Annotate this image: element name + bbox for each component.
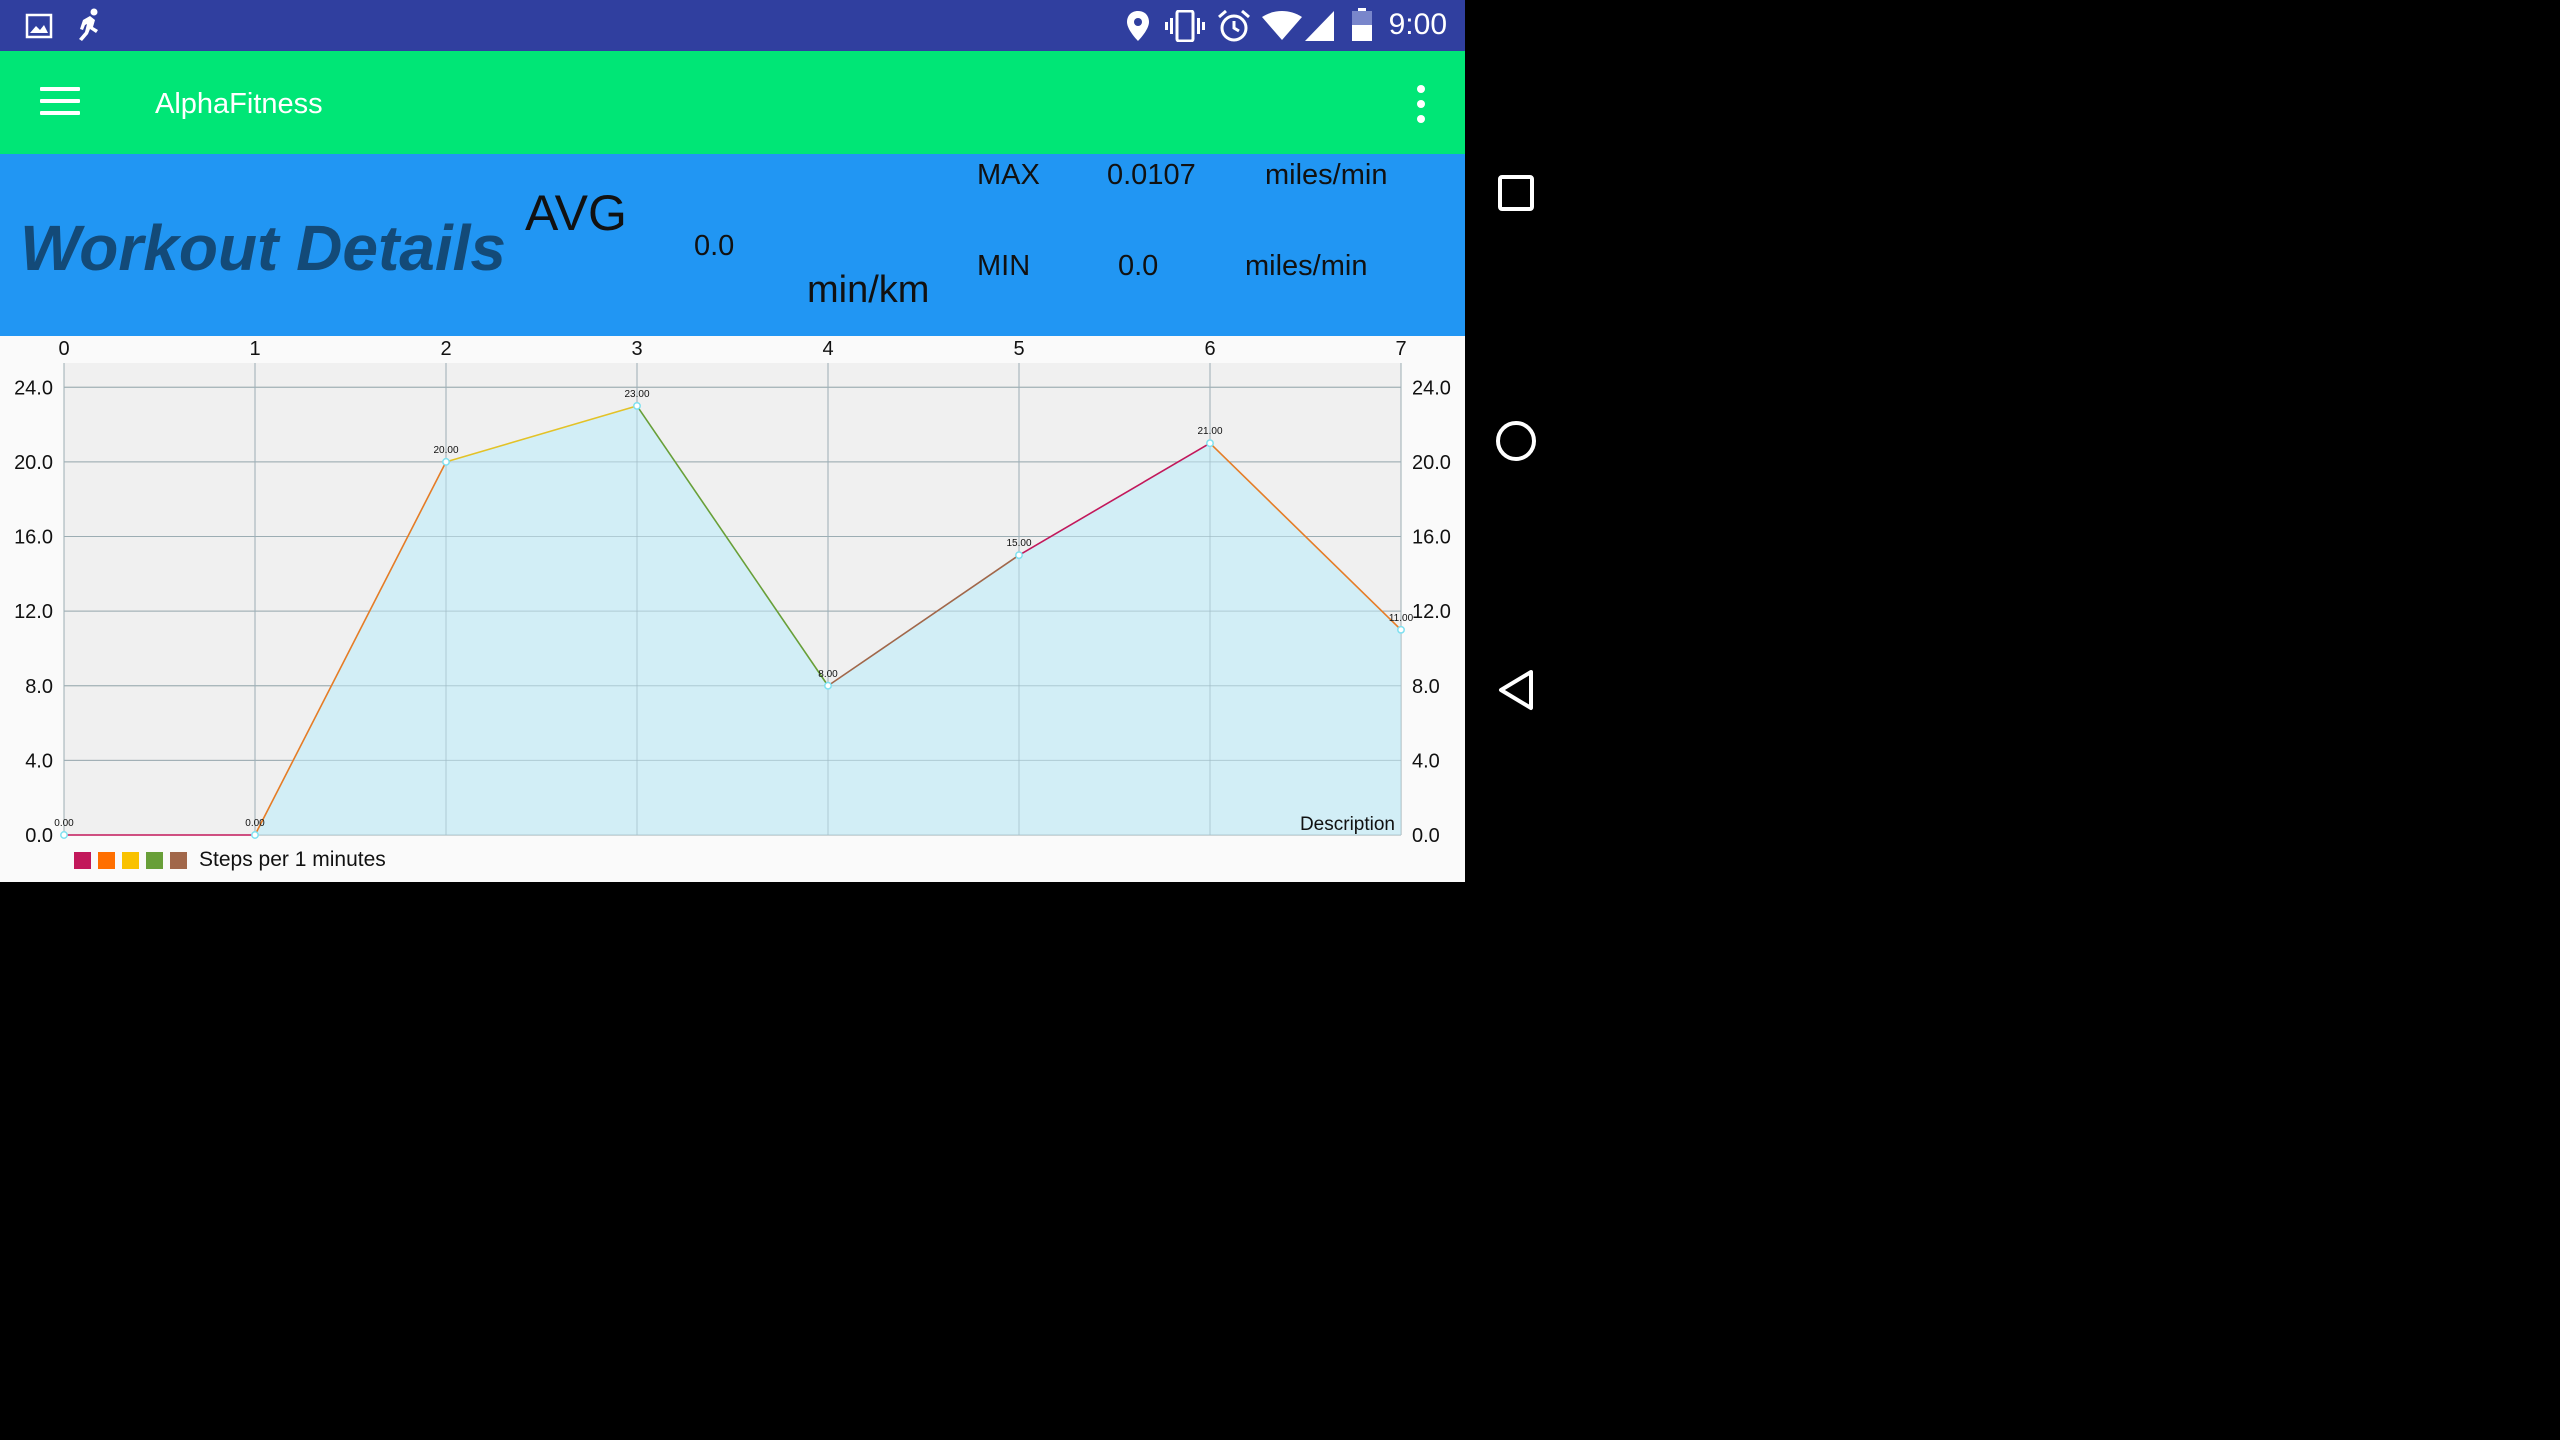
status-time: 9:00 bbox=[1388, 8, 1447, 41]
data-value-label: 0.00 bbox=[54, 818, 74, 829]
legend-swatch bbox=[98, 851, 115, 869]
alarm-icon bbox=[1217, 9, 1251, 48]
data-value-label: 20.00 bbox=[433, 445, 458, 456]
x-tick-label: 3 bbox=[631, 338, 642, 360]
series-line-segment bbox=[827, 554, 1020, 687]
data-value-label: 21.00 bbox=[1197, 426, 1222, 437]
more-vert-icon[interactable] bbox=[1413, 85, 1427, 125]
data-point bbox=[633, 401, 641, 410]
data-point bbox=[824, 681, 832, 690]
data-point bbox=[251, 831, 259, 839]
y-tick-label-right: 0.0 bbox=[1412, 825, 1440, 847]
y-tick-label-left: 20.0 bbox=[14, 452, 53, 474]
data-point bbox=[1206, 439, 1214, 448]
image-icon bbox=[25, 13, 53, 44]
running-icon bbox=[74, 8, 104, 47]
data-value-label: 15.00 bbox=[1006, 538, 1031, 549]
avg-label: AVG bbox=[525, 185, 627, 241]
series-line-segment bbox=[254, 461, 447, 836]
back-icon[interactable] bbox=[1497, 669, 1535, 716]
app-title: AlphaFitness bbox=[155, 88, 323, 120]
app-bar: AlphaFitness bbox=[0, 51, 1465, 154]
y-tick-label-right: 12.0 bbox=[1412, 601, 1451, 623]
y-tick-label-left: 24.0 bbox=[14, 377, 53, 399]
data-point bbox=[60, 831, 68, 839]
min-value: 0.0 bbox=[1118, 250, 1159, 282]
data-value-label: 11.00 bbox=[1389, 613, 1414, 624]
navigation-bar bbox=[1465, 0, 1568, 882]
x-tick-label: 1 bbox=[249, 338, 260, 360]
max-unit: miles/min bbox=[1265, 159, 1388, 191]
location-icon bbox=[1126, 10, 1150, 47]
y-tick-label-right: 16.0 bbox=[1412, 527, 1451, 549]
y-tick-label-right: 20.0 bbox=[1412, 452, 1451, 474]
min-label: MIN bbox=[977, 250, 1031, 282]
legend-swatch bbox=[170, 851, 187, 869]
x-tick-label: 0 bbox=[58, 338, 69, 360]
legend-swatch bbox=[122, 851, 139, 869]
series-line-segment bbox=[445, 405, 638, 463]
x-tick-label: 4 bbox=[822, 338, 833, 360]
workout-details-title: Workout Details bbox=[20, 212, 506, 284]
battery-icon bbox=[1351, 8, 1373, 47]
x-tick-label: 6 bbox=[1204, 338, 1215, 360]
y-tick-label-left: 4.0 bbox=[25, 750, 53, 772]
data-point bbox=[1397, 625, 1405, 634]
x-tick-label: 2 bbox=[440, 338, 451, 360]
legend-swatch bbox=[146, 851, 163, 869]
y-tick-label-left: 0.0 bbox=[25, 825, 53, 847]
home-icon[interactable] bbox=[1495, 420, 1537, 467]
legend-swatches bbox=[74, 851, 194, 869]
recent-apps-icon[interactable] bbox=[1497, 174, 1535, 217]
y-tick-label-right: 8.0 bbox=[1412, 676, 1440, 698]
wifi-icon bbox=[1262, 11, 1302, 46]
series-line-segment bbox=[636, 405, 829, 687]
data-value-label: 8.00 bbox=[818, 669, 838, 680]
max-label: MAX bbox=[977, 159, 1040, 191]
data-point bbox=[1015, 551, 1023, 560]
hamburger-menu-icon[interactable] bbox=[38, 86, 82, 120]
steps-chart[interactable]: 0.00 0.00 20.00 23.00 8.00 15.00 21.00 11.00 0 1 2… bbox=[0, 336, 1465, 882]
workout-details-panel: Workout Details AVG 0.0 min/km MAX 0.010… bbox=[0, 154, 1465, 336]
data-point bbox=[442, 457, 450, 466]
y-tick-label-left: 8.0 bbox=[25, 676, 53, 698]
chart-legend: Steps per 1 minutes bbox=[74, 848, 386, 872]
x-tick-label: 5 bbox=[1013, 338, 1024, 360]
chart-description: Description bbox=[1300, 814, 1395, 835]
series-line-segment bbox=[1018, 442, 1211, 556]
x-tick-label: 7 bbox=[1395, 338, 1406, 360]
status-bar: 9:00 bbox=[0, 0, 1465, 51]
y-tick-label-left: 16.0 bbox=[14, 527, 53, 549]
min-unit: miles/min bbox=[1245, 250, 1368, 282]
data-value-label: 0.00 bbox=[245, 818, 265, 829]
series-line-segment bbox=[1209, 442, 1402, 631]
signal-icon bbox=[1305, 10, 1335, 47]
avg-unit: min/km bbox=[807, 269, 930, 311]
vibrate-icon bbox=[1165, 9, 1205, 47]
legend-swatch bbox=[74, 851, 91, 869]
data-value-label: 23.00 bbox=[624, 389, 649, 400]
series-area bbox=[64, 405, 1401, 835]
avg-value: 0.0 bbox=[694, 230, 735, 262]
legend-label: Steps per 1 minutes bbox=[199, 848, 386, 871]
max-value: 0.0107 bbox=[1107, 159, 1196, 191]
y-tick-label-right: 24.0 bbox=[1412, 377, 1451, 399]
y-tick-label-left: 12.0 bbox=[14, 601, 53, 623]
app-screen: 9:00 AlphaFitness Workout Details AVG 0.… bbox=[0, 0, 1465, 882]
y-tick-label-right: 4.0 bbox=[1412, 750, 1440, 772]
